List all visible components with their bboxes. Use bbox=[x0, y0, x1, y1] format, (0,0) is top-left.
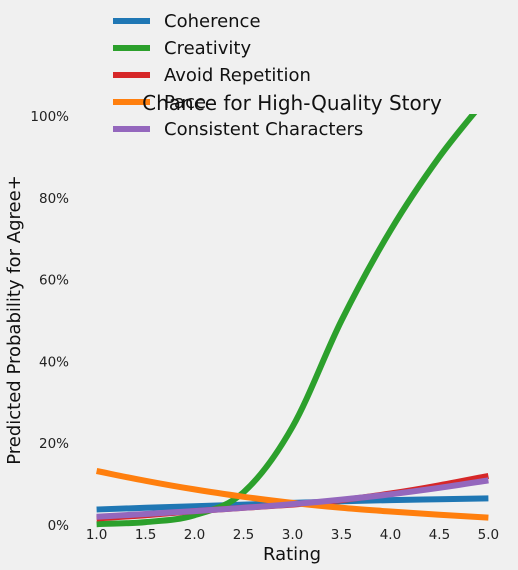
y-tick-label: 0% bbox=[48, 518, 70, 534]
series-lines bbox=[96, 114, 489, 528]
legend: Coherence Creativity Avoid Repetition Pace C… bbox=[113, 11, 363, 140]
x-tick-label: 2.5 bbox=[233, 527, 254, 543]
legend-label: Consistent Characters bbox=[164, 119, 363, 140]
y-tick-label: 20% bbox=[39, 436, 69, 452]
y-tick-label: 80% bbox=[39, 191, 69, 207]
series-line-consistent-characters bbox=[96, 477, 489, 520]
x-tick-label: 1.0 bbox=[86, 527, 107, 543]
y-axis-label: Predicted Probability for Agree+ bbox=[4, 175, 25, 465]
legend-label: Creativity bbox=[164, 38, 251, 59]
y-tick-label: 100% bbox=[30, 109, 69, 125]
y-axis-ticks: 0% 20% 40% 60% 80% 100% bbox=[30, 109, 69, 534]
chart-title: Chance for High-Quality Story bbox=[142, 91, 442, 115]
x-axis-ticks: 1.0 1.5 2.0 2.5 3.0 3.5 4.0 4.5 5.0 bbox=[86, 527, 499, 543]
y-tick-label: 60% bbox=[39, 273, 69, 289]
legend-label: Pace bbox=[164, 92, 206, 113]
x-tick-label: 4.0 bbox=[380, 527, 401, 543]
legend-label: Coherence bbox=[164, 11, 261, 32]
x-axis-label: Rating bbox=[263, 544, 321, 565]
series-line-creativity bbox=[96, 114, 478, 528]
x-tick-label: 2.0 bbox=[184, 527, 205, 543]
x-tick-label: 3.5 bbox=[331, 527, 352, 543]
y-tick-label: 40% bbox=[39, 354, 69, 370]
x-tick-label: 4.5 bbox=[429, 527, 450, 543]
legend-label: Avoid Repetition bbox=[164, 65, 311, 86]
x-tick-label: 5.0 bbox=[478, 527, 499, 543]
x-tick-label: 3.0 bbox=[282, 527, 303, 543]
x-tick-label: 1.5 bbox=[135, 527, 156, 543]
